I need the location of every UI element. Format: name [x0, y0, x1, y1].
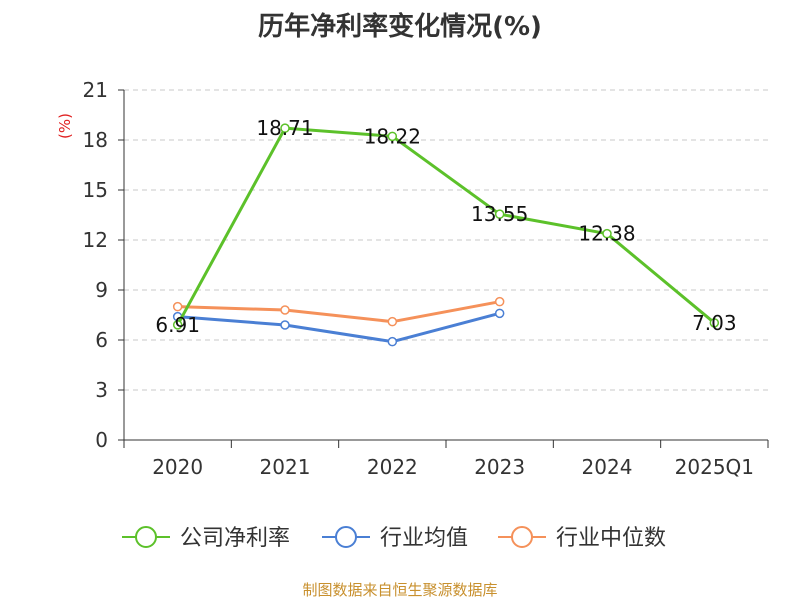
- x-tick-label: 2023: [474, 455, 525, 479]
- y-tick-label: 18: [83, 128, 108, 152]
- y-tick-label: 3: [95, 378, 108, 402]
- x-tick-label: 2025Q1: [675, 455, 754, 479]
- legend-label: 行业均值: [380, 526, 468, 551]
- legend-label: 行业中位数: [556, 526, 666, 551]
- data-point: [494, 296, 505, 307]
- series-line: [176, 126, 716, 326]
- source-note: 制图数据来自恒生聚源数据库: [302, 581, 498, 599]
- legend-label: 公司净利率: [180, 526, 290, 551]
- legend-swatch-marker: [135, 526, 157, 548]
- data-point: [387, 316, 398, 327]
- y-tick-label: 15: [83, 178, 108, 202]
- y-tick-label: 21: [83, 78, 108, 102]
- data-label: 12.38: [578, 222, 635, 246]
- x-tick-label: 2020: [152, 455, 203, 479]
- data-label: 18.71: [256, 116, 313, 140]
- data-point: [494, 209, 505, 219]
- legend-swatch-marker: [511, 526, 533, 548]
- data-point: [709, 318, 720, 328]
- chart-title: 历年净利率变化情况(%): [258, 12, 542, 42]
- data-point: [494, 308, 505, 319]
- legend-swatch-marker: [335, 526, 357, 548]
- series-line: [177, 311, 501, 344]
- data-label: 6.91: [155, 313, 200, 337]
- y-tick-label: 6: [95, 328, 108, 352]
- data-label: 7.03: [692, 311, 737, 335]
- data-point: [172, 320, 183, 330]
- data-point: [172, 301, 183, 312]
- data-point: [280, 320, 290, 330]
- data-label: 13.55: [471, 202, 528, 226]
- data-label: 18.22: [364, 124, 421, 148]
- x-tick-label: 2024: [582, 455, 633, 479]
- x-tick-label: 2022: [367, 455, 418, 479]
- y-axis-label: (%): [56, 113, 74, 139]
- y-tick-label: 0: [95, 428, 108, 452]
- data-point: [280, 123, 290, 133]
- data-point: [387, 131, 398, 142]
- y-tick-label: 9: [95, 278, 108, 302]
- y-tick-label: 12: [83, 228, 108, 252]
- x-tick-label: 2021: [260, 455, 311, 479]
- data-point: [387, 336, 398, 347]
- data-point: [280, 305, 290, 315]
- series-line: [177, 300, 500, 324]
- data-point: [602, 228, 612, 239]
